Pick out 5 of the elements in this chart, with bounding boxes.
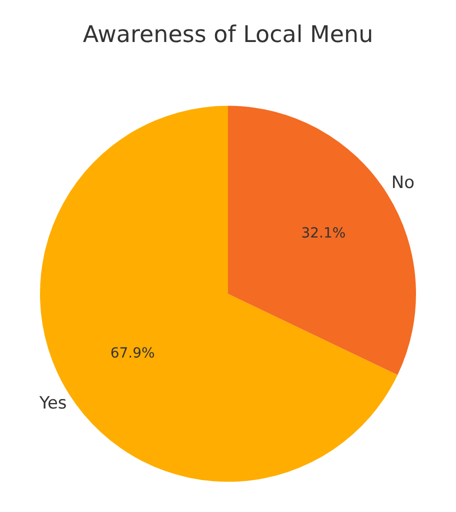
chart-title: Awareness of Local Menu [82,22,374,48]
data-label: 67.9% [110,346,155,362]
slice-label: No [391,172,415,193]
data-label: 32.1% [301,225,346,242]
slice-label: Yes [38,393,67,414]
